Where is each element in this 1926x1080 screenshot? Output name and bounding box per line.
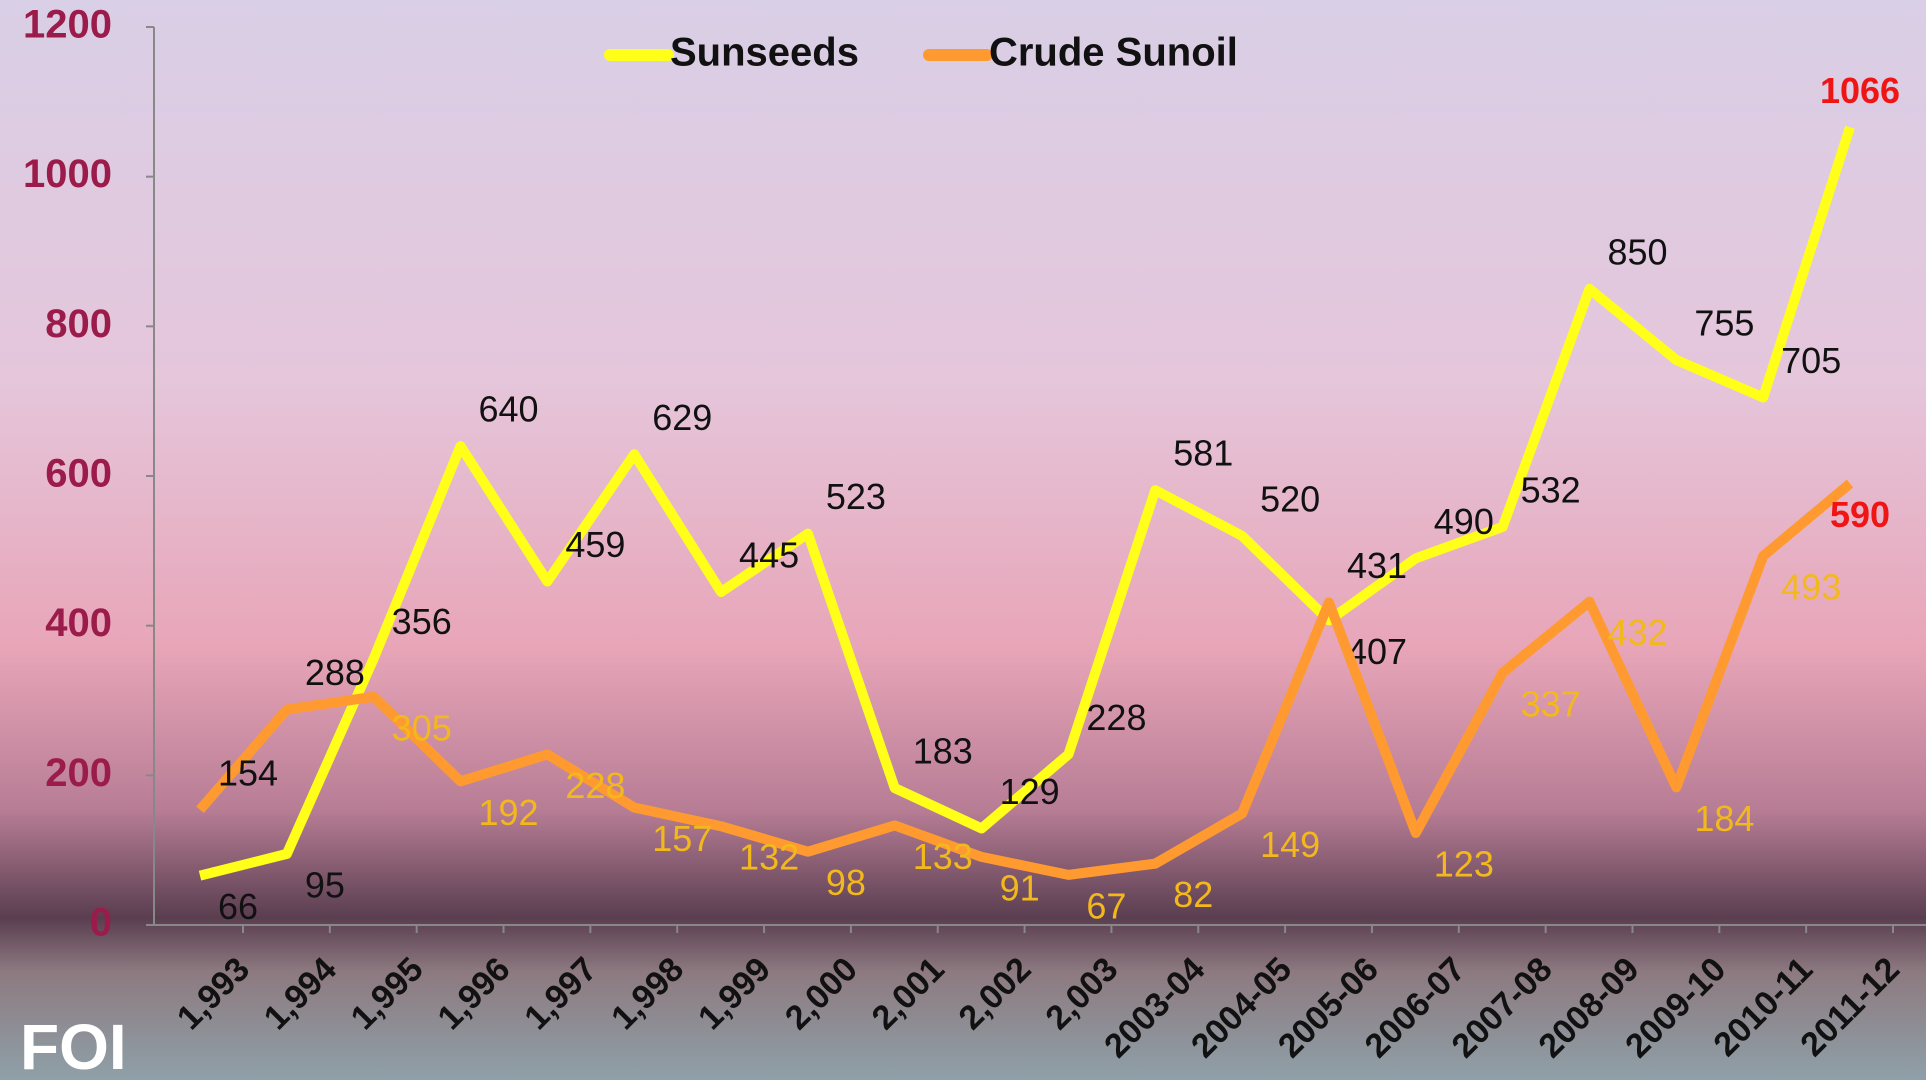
data-label: 532: [1521, 469, 1581, 510]
data-label: 850: [1607, 231, 1667, 272]
legend-label: Sunseeds: [670, 31, 859, 75]
data-label: 590: [1830, 494, 1890, 535]
data-label: 356: [392, 601, 452, 642]
data-label: 154: [218, 752, 278, 793]
data-label: 493: [1781, 567, 1841, 608]
data-label: 581: [1173, 433, 1233, 474]
data-label: 192: [479, 792, 539, 833]
logo: FOI: [20, 1011, 127, 1080]
data-label: 459: [565, 524, 625, 565]
data-label: 183: [913, 731, 973, 772]
data-label: 337: [1521, 683, 1581, 724]
y-tick-label: 200: [45, 751, 112, 795]
legend-label: Crude Sunoil: [989, 31, 1238, 75]
series-line: [196, 479, 1854, 880]
data-label: 95: [305, 864, 345, 905]
data-label: 705: [1781, 340, 1841, 381]
y-tick-label: 800: [45, 302, 112, 346]
data-label: 228: [1086, 697, 1146, 738]
y-tick-label: 1000: [23, 152, 112, 196]
data-label: 629: [652, 397, 712, 438]
data-label: 123: [1434, 843, 1494, 884]
data-label: 157: [652, 818, 712, 859]
data-label: 82: [1173, 874, 1213, 915]
y-tick-label: 600: [45, 452, 112, 496]
data-label: 67: [1086, 885, 1126, 926]
data-label: 288: [305, 652, 365, 693]
data-label: 91: [1000, 867, 1040, 908]
y-tick-label: 1200: [23, 3, 112, 47]
data-label: 1066: [1820, 70, 1900, 111]
data-label: 640: [479, 389, 539, 430]
data-label: 755: [1694, 303, 1754, 344]
y-tick-label: 400: [45, 601, 112, 645]
y-tick-label: 0: [90, 901, 112, 945]
series-line: [198, 125, 1855, 881]
data-label: 129: [1000, 771, 1060, 812]
data-label: 523: [826, 476, 886, 517]
data-label: 228: [565, 765, 625, 806]
data-label: 133: [913, 836, 973, 877]
data-label: 149: [1260, 824, 1320, 865]
data-label: 520: [1260, 478, 1320, 519]
data-label: 184: [1694, 798, 1754, 839]
data-label: 432: [1607, 612, 1667, 653]
data-label: 132: [739, 837, 799, 878]
data-label: 66: [218, 886, 258, 927]
data-label: 490: [1434, 501, 1494, 542]
data-label: 305: [392, 707, 452, 748]
data-label: 98: [826, 862, 866, 903]
data-label: 431: [1347, 545, 1407, 586]
data-label: 445: [739, 535, 799, 576]
